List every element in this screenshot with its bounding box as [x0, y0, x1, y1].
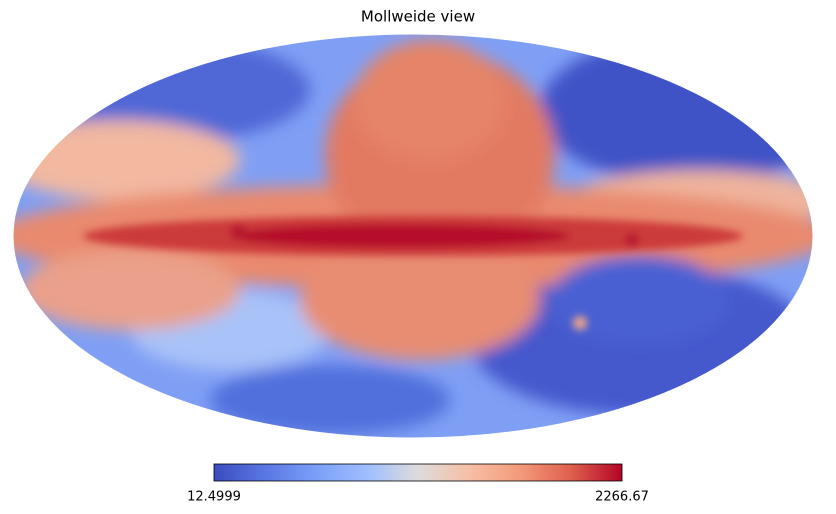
colorbar-max-label: 2266.67: [595, 490, 649, 505]
map-outline: [12, 33, 814, 439]
colorbar-min-label: 12.4999: [187, 490, 241, 505]
colorbar: [213, 463, 623, 482]
sky-map: [13, 34, 813, 438]
map-title: Mollweide view: [361, 8, 475, 26]
